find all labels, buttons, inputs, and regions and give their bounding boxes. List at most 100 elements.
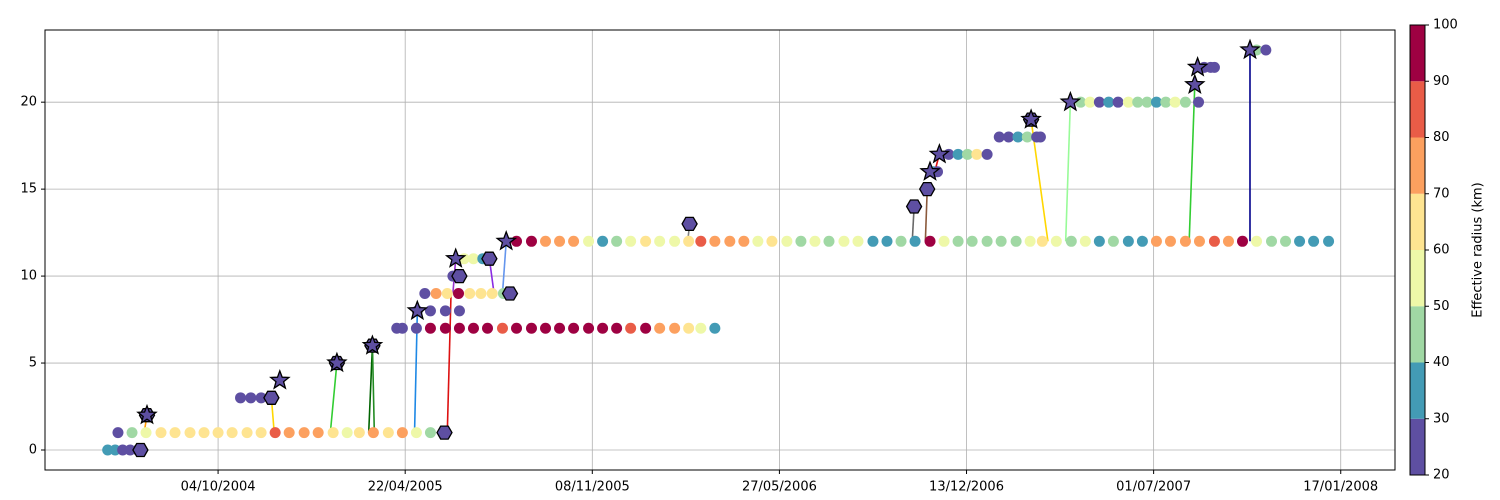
- point: [924, 235, 936, 247]
- star-marker: [361, 334, 384, 355]
- point: [155, 427, 167, 439]
- point: [367, 427, 379, 439]
- point: [430, 287, 442, 299]
- point: [475, 287, 487, 299]
- point: [1034, 131, 1046, 143]
- point: [540, 322, 552, 334]
- point: [312, 427, 324, 439]
- x-tick-label: 17/01/2008: [1303, 480, 1378, 495]
- point: [525, 322, 537, 334]
- star-marker: [928, 142, 951, 164]
- point: [1079, 235, 1091, 247]
- point: [625, 235, 637, 247]
- point: [597, 322, 609, 334]
- point: [169, 427, 181, 439]
- point: [1160, 96, 1172, 108]
- point: [255, 427, 267, 439]
- point: [467, 322, 479, 334]
- point: [496, 322, 508, 334]
- star-marker: [326, 351, 348, 373]
- point: [1164, 235, 1176, 247]
- track-link: [924, 189, 929, 242]
- point: [424, 322, 436, 334]
- point: [1141, 96, 1153, 108]
- colorbar-segment: [1410, 418, 1425, 475]
- point: [1103, 96, 1115, 108]
- point: [453, 322, 465, 334]
- point: [795, 235, 807, 247]
- point: [1193, 96, 1205, 108]
- point: [453, 305, 465, 317]
- star-marker: [495, 229, 518, 251]
- point: [738, 235, 750, 247]
- star-marker: [1184, 73, 1206, 94]
- point: [283, 427, 295, 439]
- point: [867, 235, 879, 247]
- colorbar-segment: [1410, 25, 1425, 82]
- point: [695, 322, 707, 334]
- x-tick-label: 13/12/2006: [929, 480, 1004, 495]
- point: [1084, 96, 1096, 108]
- point: [597, 235, 609, 247]
- point: [1065, 235, 1077, 247]
- track-link: [367, 345, 374, 433]
- point: [1107, 235, 1119, 247]
- point: [640, 322, 652, 334]
- point: [1136, 235, 1148, 247]
- point: [540, 235, 552, 247]
- point: [752, 235, 764, 247]
- point: [410, 427, 422, 439]
- point: [654, 322, 666, 334]
- point: [1193, 235, 1205, 247]
- point: [1208, 235, 1220, 247]
- point: [126, 427, 138, 439]
- hexagon-marker: [918, 181, 936, 197]
- point: [353, 427, 365, 439]
- point: [724, 235, 736, 247]
- colorbar-tick-label: 60: [1433, 243, 1450, 258]
- point: [410, 322, 422, 334]
- point: [241, 427, 253, 439]
- hexagon-marker: [451, 268, 468, 284]
- hexagon-marker: [132, 442, 149, 458]
- track-link: [329, 362, 338, 433]
- point: [993, 131, 1005, 143]
- point: [453, 287, 465, 299]
- point: [212, 427, 224, 439]
- star-marker: [406, 299, 429, 321]
- point: [1012, 131, 1024, 143]
- point: [583, 235, 595, 247]
- y-tick-label: 20: [20, 95, 37, 110]
- point: [1093, 235, 1105, 247]
- point: [709, 235, 721, 247]
- point: [511, 322, 523, 334]
- point: [482, 322, 494, 334]
- colorbar-label: Effective radius (km): [1471, 182, 1486, 318]
- point: [1021, 131, 1033, 143]
- point: [419, 287, 431, 299]
- colorbar-segment: [1410, 250, 1425, 307]
- point: [683, 235, 695, 247]
- point: [995, 235, 1007, 247]
- point: [1179, 96, 1191, 108]
- point: [669, 235, 681, 247]
- point: [568, 235, 580, 247]
- point: [1024, 235, 1036, 247]
- point: [1237, 235, 1249, 247]
- track-link: [1064, 102, 1072, 242]
- point: [781, 235, 793, 247]
- point: [1323, 235, 1335, 247]
- y-tick-label: 5: [29, 356, 37, 371]
- point: [554, 235, 566, 247]
- point: [245, 392, 257, 404]
- point: [823, 235, 835, 247]
- colorbar-tick-label: 20: [1433, 468, 1450, 483]
- point: [439, 322, 451, 334]
- point: [640, 235, 652, 247]
- point: [1266, 235, 1278, 247]
- point: [1150, 235, 1162, 247]
- point: [1169, 96, 1181, 108]
- point: [952, 148, 964, 160]
- colorbar-tick-label: 30: [1433, 411, 1450, 426]
